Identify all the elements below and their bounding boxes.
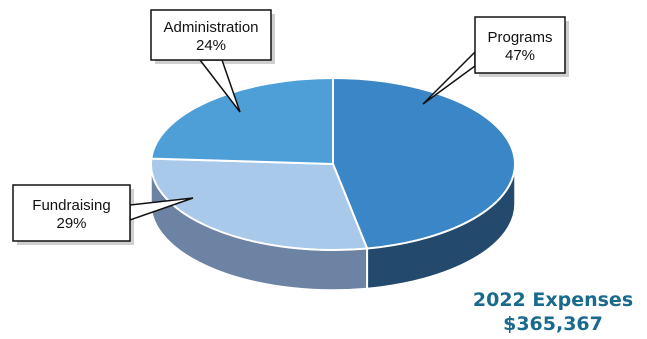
chart-caption: 2022 Expenses $365,367 <box>455 288 647 336</box>
pie-group <box>150 76 516 291</box>
slice-value-administration: 24% <box>196 37 226 54</box>
callout-box <box>12 184 131 242</box>
callout-box <box>474 16 566 74</box>
pie-slice-administration <box>150 76 334 166</box>
pie-slice-programs <box>332 76 516 250</box>
slice-label-fundraising: Fundraising <box>32 197 110 214</box>
callout-box <box>150 9 272 61</box>
pie-slice-fundraising <box>150 157 369 251</box>
chart-title: 2022 Expenses <box>472 289 634 311</box>
slice-value-fundraising: 29% <box>56 215 86 232</box>
slice-value-programs: 47% <box>505 47 535 64</box>
slice-label-administration: Administration <box>163 19 258 36</box>
callout-pointer <box>422 50 476 105</box>
slice-label-programs: Programs <box>487 29 552 46</box>
chart-total: $365,367 <box>503 313 603 335</box>
callouts: Programs47%Administration24%Fundraising2… <box>12 9 569 245</box>
